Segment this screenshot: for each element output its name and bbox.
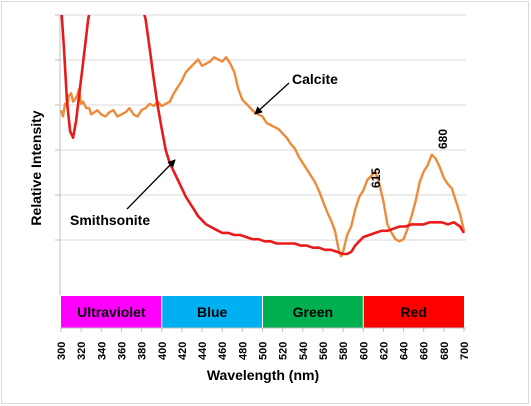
band-blue <box>161 296 263 328</box>
band-label-green: Green <box>293 304 333 320</box>
band-label-ultraviolet: Ultraviolet <box>77 304 146 320</box>
calcite-arrow <box>254 82 290 115</box>
x-axis-ticks: 300 320 340 360 380 400 420 440 460 480 500 520 540 5… <box>56 328 471 360</box>
band-label-red: Red <box>400 304 426 320</box>
peak-label-680: 680 <box>436 129 450 149</box>
y-axis-title: Relative Intensity <box>28 110 44 225</box>
series-layer <box>60 15 466 258</box>
x-axis-title: Wavelength (nm) <box>207 367 319 383</box>
x-tick-label: 380 <box>137 342 149 360</box>
spectrum-bands: Ultraviolet Blue Green Red <box>60 296 466 329</box>
x-tick-label: 480 <box>237 342 249 360</box>
y-axis-ticks <box>55 14 60 241</box>
band-red <box>363 296 464 328</box>
x-tick-label: 700 <box>459 342 471 360</box>
x-tick-label: 500 <box>258 342 270 360</box>
x-tick-label: 520 <box>278 342 290 360</box>
x-tick-label: 440 <box>197 342 209 360</box>
x-tick-label: 660 <box>419 342 431 360</box>
x-tick-label: 400 <box>157 342 169 360</box>
x-tick-label: 340 <box>96 342 108 360</box>
x-tick-label: 360 <box>116 342 128 360</box>
smithsonite-annotation: Smithsonite <box>70 212 150 228</box>
annotations: Calcite Smithsonite 615 680 <box>70 71 450 228</box>
smithsonite-arrow <box>126 159 176 210</box>
series-calcite-line <box>60 56 466 258</box>
x-tick-label: 580 <box>338 342 350 360</box>
band-label-blue: Blue <box>197 304 228 320</box>
horizontal-gridlines <box>60 14 466 241</box>
x-tick-label: 560 <box>318 342 330 360</box>
band-ultraviolet <box>61 296 162 328</box>
x-tick-label: 300 <box>56 342 68 360</box>
x-tick-label: 320 <box>76 342 88 360</box>
band-green <box>262 296 364 328</box>
x-tick-label: 620 <box>378 342 390 360</box>
series-smithsonite-line <box>60 15 466 256</box>
x-tick-label: 640 <box>399 342 411 360</box>
x-tick-label: 600 <box>358 342 370 360</box>
x-tick-label: 420 <box>177 342 189 360</box>
x-tick-label: 460 <box>217 342 229 360</box>
x-tick-label: 540 <box>298 342 310 360</box>
peak-label-615: 615 <box>369 168 383 188</box>
calcite-annotation: Calcite <box>292 71 338 87</box>
x-tick-label: 680 <box>439 342 451 360</box>
